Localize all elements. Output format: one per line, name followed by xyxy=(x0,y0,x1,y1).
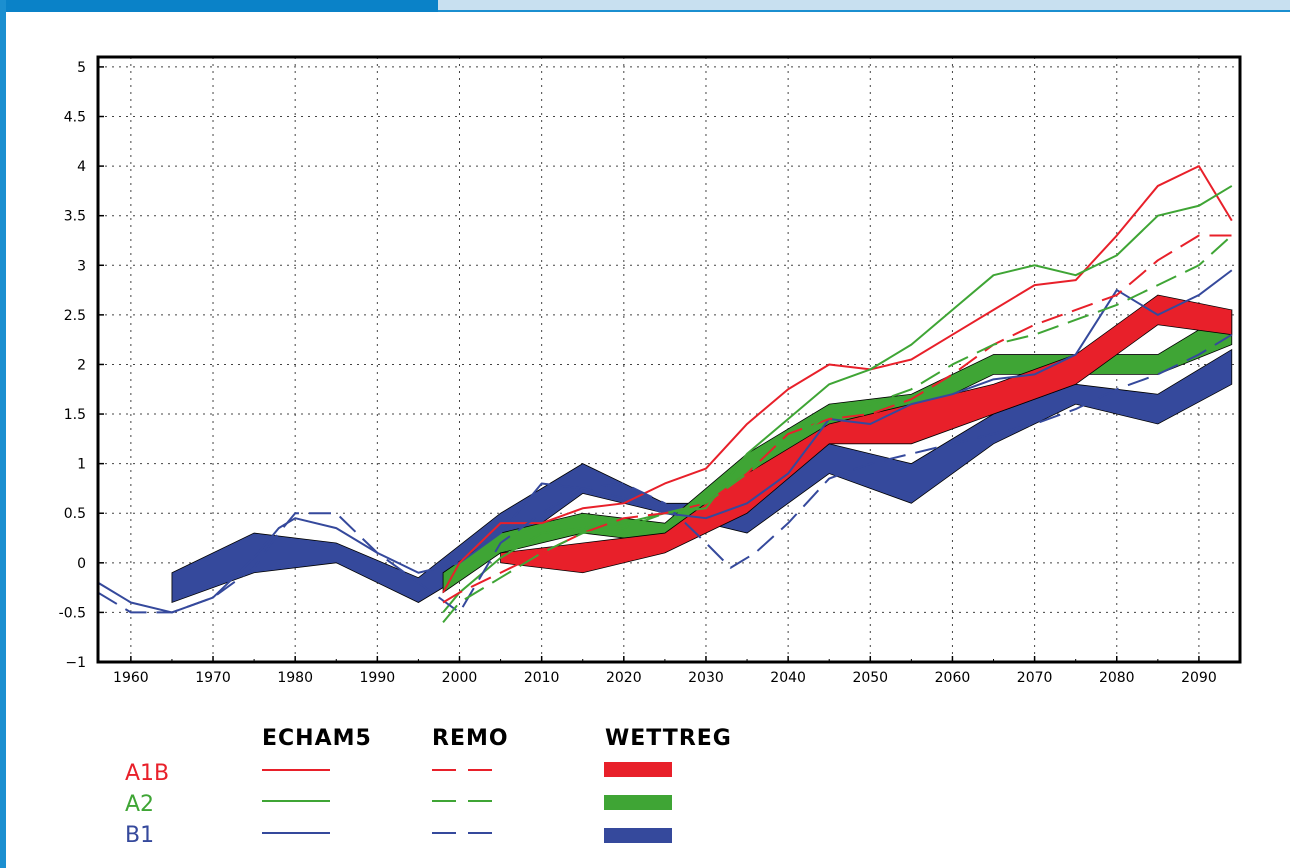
model-lines xyxy=(98,165,1233,623)
x-tick-label: 2000 xyxy=(442,670,478,686)
y-tick-label: 1 xyxy=(77,457,86,473)
x-tick-label: 1980 xyxy=(277,670,313,686)
series-b1-echam5 xyxy=(98,269,1233,614)
x-axis-ticks: 1960 1970 1980 1990 2000 2010 2020 2030 2040 2050… xyxy=(113,656,1217,686)
y-tick-label: 3 xyxy=(77,258,86,274)
x-tick-label: 2070 xyxy=(1017,670,1053,686)
legend-label-a1b: A1B xyxy=(125,761,169,786)
plot-frame xyxy=(96,55,1242,664)
series-a2-remo xyxy=(442,234,1233,623)
x-tick-label: 2090 xyxy=(1181,670,1217,686)
frame-top-line xyxy=(438,10,1290,12)
y-tick-label: −1 xyxy=(65,655,86,671)
legend-wettreg-b1-swatch xyxy=(604,828,672,843)
frame-top-light-bar xyxy=(438,0,1290,12)
series-a1b-echam5 xyxy=(442,165,1233,594)
y-tick-label: -0.5 xyxy=(59,605,86,621)
x-tick-label: 2040 xyxy=(770,670,806,686)
y-tick-label: 4 xyxy=(77,159,86,175)
y-tick-label: 2 xyxy=(77,357,86,373)
legend-wettreg-a2-swatch xyxy=(604,795,672,810)
y-axis-ticks: 5 4.5 4 3.5 3 2.5 2 1.5 1 0.5 0 -0.5 −1 xyxy=(59,60,104,671)
legend-label-a2: A2 xyxy=(125,792,154,817)
y-tick-label: 0 xyxy=(77,556,86,572)
legend-label-b1: B1 xyxy=(125,823,154,848)
legend-header-remo: REMO xyxy=(432,726,509,751)
series-a2-echam5 xyxy=(442,185,1233,614)
y-tick-label: 2.5 xyxy=(64,308,86,324)
frame-left-bar xyxy=(0,0,6,868)
x-tick-label: 1960 xyxy=(113,670,149,686)
band-b1-wettreg xyxy=(171,348,1233,604)
x-tick-label: 1970 xyxy=(195,670,231,686)
frame-top-dark-bar xyxy=(0,0,438,12)
legend-header-wettreg: WETTREG xyxy=(605,726,732,751)
legend-wettreg-a1b-swatch xyxy=(604,762,672,777)
x-tick-label: 2060 xyxy=(935,670,971,686)
x-tick-label: 2050 xyxy=(852,670,888,686)
x-tick-label: 2010 xyxy=(524,670,560,686)
x-tick-label: 1990 xyxy=(360,670,396,686)
wettreg-bands xyxy=(171,294,1233,604)
y-tick-label: 5 xyxy=(77,60,86,76)
y-tick-label: 4.5 xyxy=(64,110,86,126)
legend: ECHAM5 REMO WETTREG A1B A2 B1 xyxy=(125,726,732,848)
y-tick-label: 1.5 xyxy=(64,407,86,423)
y-tick-label: 0.5 xyxy=(64,506,86,522)
x-tick-label: 2020 xyxy=(606,670,642,686)
series-b1-remo xyxy=(98,333,1233,614)
series-a1b-remo xyxy=(442,234,1232,604)
legend-header-echam5: ECHAM5 xyxy=(262,726,372,751)
y-tick-label: 3.5 xyxy=(64,209,86,225)
x-tick-label: 2030 xyxy=(688,670,724,686)
x-tick-label: 2080 xyxy=(1099,670,1135,686)
